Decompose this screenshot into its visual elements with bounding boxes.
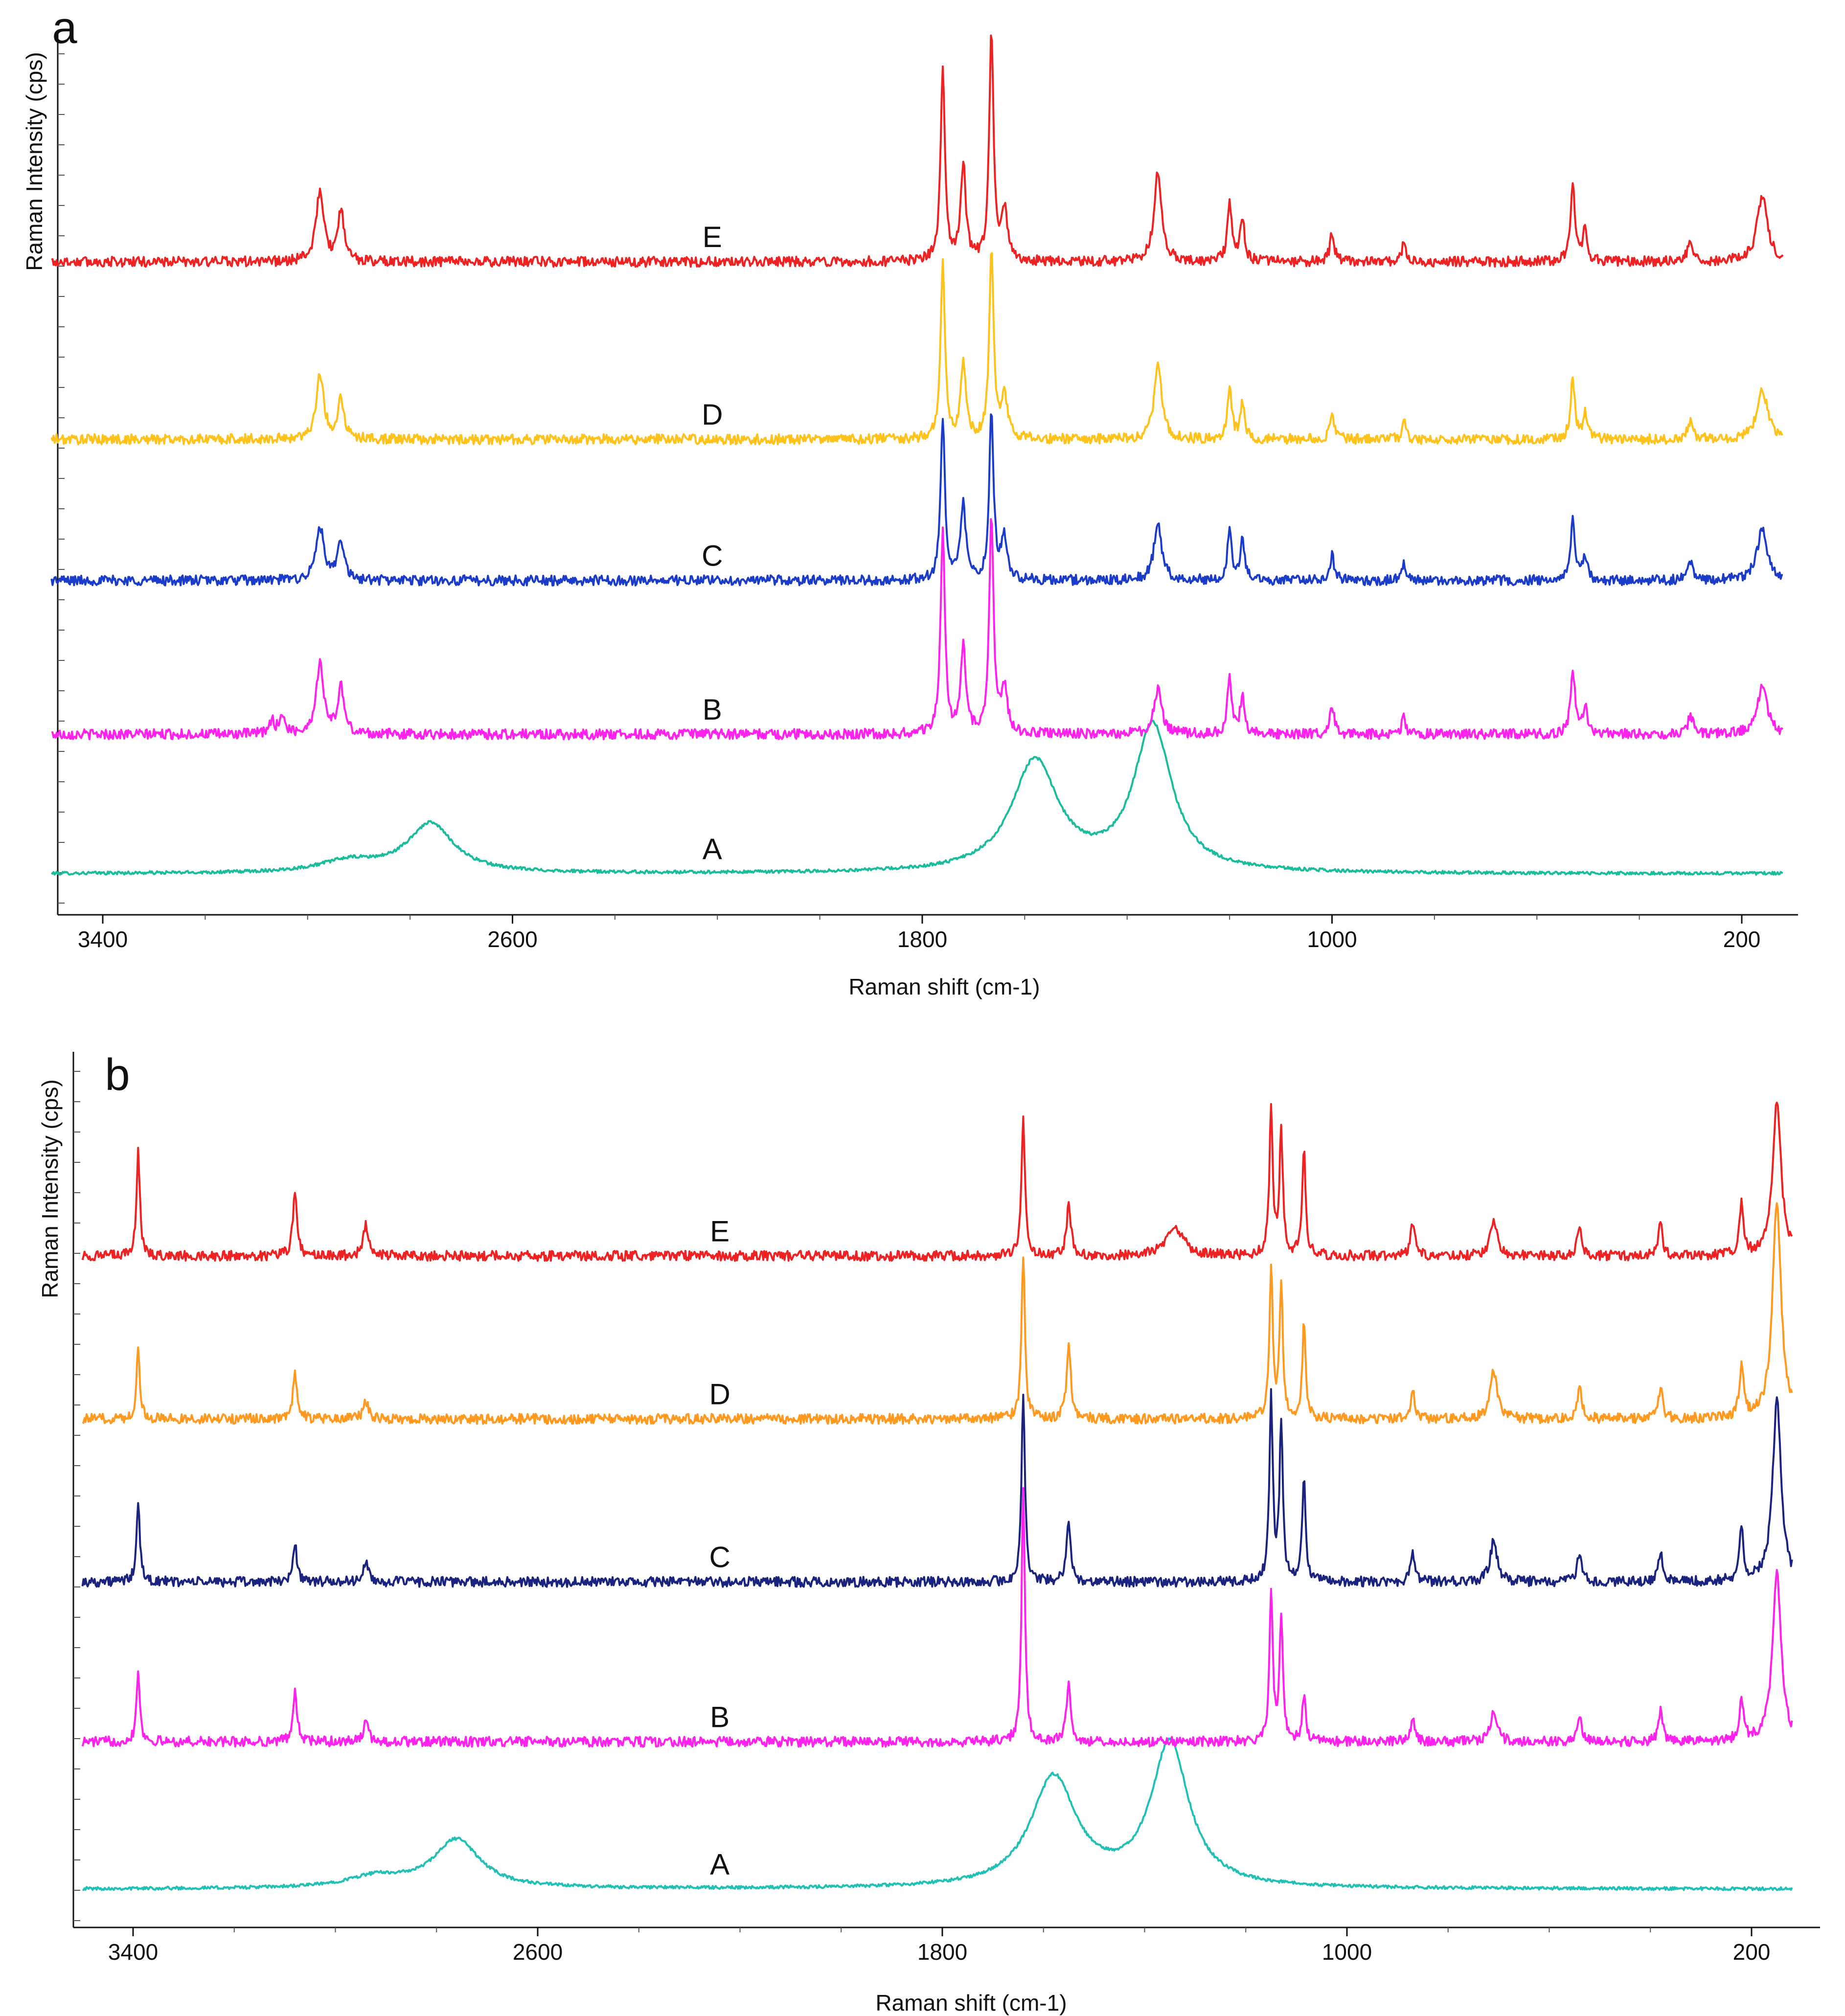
spectrum-line-e [51, 34, 1784, 268]
series-label-a: A [703, 833, 722, 865]
x-tick-label: 1800 [897, 927, 947, 952]
series-label-d: D [702, 398, 723, 431]
series-label-b: B [703, 693, 722, 726]
x-ticks-b: 3400 2600 1800 1000 200 [108, 1927, 1771, 1965]
series-label-a: A [710, 1848, 729, 1881]
x-axis-label-b: Raman shift (cm-1) [875, 1990, 1067, 2016]
x-ticks-a: 3400 2600 1800 1000 200 [78, 915, 1761, 952]
x-tick-label: 1000 [1322, 1939, 1372, 1965]
chart-panel-b: b Raman Intensity (cps) Raman shift (cm-… [37, 1050, 1820, 2016]
x-tick-label: 1000 [1307, 927, 1357, 952]
x-tick-label: 200 [1733, 1939, 1771, 1965]
y-minor-ticks-b [73, 1071, 80, 1921]
spectrum-line-c [50, 413, 1783, 587]
spectrum-line-d [82, 1202, 1793, 1425]
series-label-e: E [703, 221, 722, 253]
x-tick-label: 2600 [513, 1939, 563, 1965]
panel-label-a: a [52, 3, 77, 53]
spectrum-line-d [50, 252, 1783, 446]
spectrum-line-b [81, 1487, 1793, 1748]
spectra-a: A B C D E [50, 34, 1784, 876]
chart-panel-a: a Raman Intensity (cps) Raman shift (cm-… [22, 3, 1798, 999]
x-tick-label: 3400 [78, 927, 128, 952]
x-tick-label: 2600 [487, 927, 537, 952]
x-tick-label: 3400 [108, 1939, 158, 1965]
spectrum-line-c [81, 1388, 1793, 1588]
spectrum-line-b [51, 518, 1784, 741]
y-axis-label-b: Raman Intensity (cps) [37, 1079, 63, 1298]
x-axis-label-a: Raman shift (cm-1) [848, 974, 1040, 999]
series-label-d: D [709, 1378, 730, 1410]
y-axis-label-a: Raman Intensity (cps) [22, 52, 47, 271]
series-label-e: E [710, 1215, 729, 1247]
x-tick-label: 200 [1723, 927, 1761, 952]
spectrum-line-a [82, 1737, 1793, 1891]
series-label-c: C [709, 1541, 730, 1574]
series-label-b: B [710, 1700, 729, 1733]
panel-label-b: b [105, 1050, 130, 1100]
spectra-b: A B C D E [81, 1102, 1793, 1891]
series-label-c: C [702, 540, 723, 572]
x-tick-label: 1800 [917, 1939, 967, 1965]
spectrum-line-a [50, 719, 1783, 876]
spectrum-line-e [81, 1102, 1793, 1262]
